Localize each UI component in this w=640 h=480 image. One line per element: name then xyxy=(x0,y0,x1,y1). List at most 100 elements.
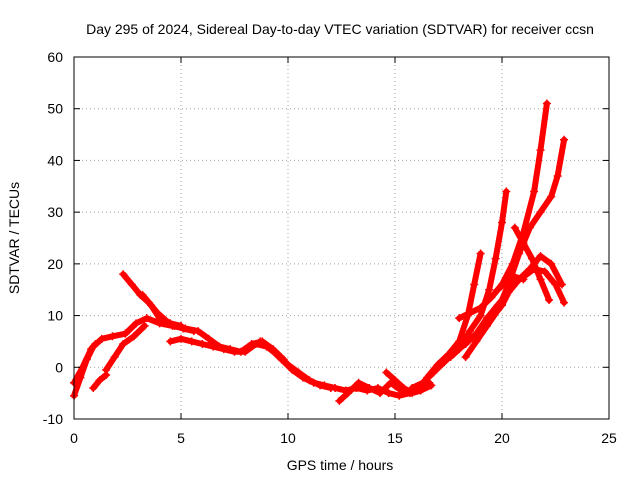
chart-title: Day 295 of 2024, Sidereal Day-to-day VTE… xyxy=(86,21,594,37)
data-point xyxy=(108,332,117,341)
data-point xyxy=(166,337,175,346)
data-point xyxy=(382,368,391,377)
series-arc-early-2 xyxy=(70,340,100,387)
data-point xyxy=(198,340,207,349)
series-arc-early-6 xyxy=(138,290,185,330)
data-point xyxy=(376,389,385,398)
data-point xyxy=(536,146,545,155)
data-point xyxy=(455,314,464,323)
data-point xyxy=(142,314,151,323)
data-point xyxy=(119,270,128,279)
data-point xyxy=(530,187,539,196)
data-point xyxy=(354,378,363,387)
data-point xyxy=(384,389,393,398)
y-tick-label: 50 xyxy=(47,101,63,117)
data-point xyxy=(177,321,185,330)
series-arc-mid-4 xyxy=(382,368,434,398)
data-point xyxy=(97,334,106,343)
data-point xyxy=(147,301,156,310)
data-point xyxy=(515,249,524,258)
data-point xyxy=(91,340,100,349)
data-point xyxy=(525,223,534,232)
data-point xyxy=(309,378,318,387)
y-tick-label: 0 xyxy=(55,359,63,375)
data-point xyxy=(408,383,417,392)
data-point xyxy=(166,319,175,328)
data-point xyxy=(288,365,297,374)
data-point xyxy=(476,311,485,320)
data-point xyxy=(536,252,545,261)
data-point xyxy=(132,319,141,328)
data-point xyxy=(476,303,485,312)
data-point xyxy=(508,280,517,289)
data-point xyxy=(127,280,136,289)
data-point xyxy=(446,352,455,361)
data-point xyxy=(485,285,494,294)
data-point xyxy=(560,135,569,144)
data-point xyxy=(491,254,500,263)
x-tick-label: 0 xyxy=(70,430,78,446)
series-arc-late-7 xyxy=(510,223,554,305)
data-point xyxy=(418,378,427,387)
data-point xyxy=(498,301,506,310)
data-point xyxy=(266,345,275,354)
x-tick-label: 10 xyxy=(280,430,296,446)
data-point xyxy=(493,285,502,294)
data-point xyxy=(465,327,474,336)
y-tick-label: 20 xyxy=(47,256,63,272)
series-band xyxy=(494,273,527,293)
data-point xyxy=(476,249,485,258)
data-point xyxy=(95,376,104,385)
data-point xyxy=(251,340,260,349)
data-point xyxy=(547,259,556,268)
series-arc-late-2 xyxy=(423,249,485,382)
data-point xyxy=(110,352,119,361)
data-point xyxy=(476,327,485,336)
data-point xyxy=(189,327,198,336)
data-point xyxy=(298,373,307,382)
data-point xyxy=(320,381,329,390)
y-tick-label: 30 xyxy=(47,204,63,220)
data-point xyxy=(241,347,250,356)
data-point xyxy=(542,99,551,108)
data-point xyxy=(423,373,432,382)
data-point xyxy=(551,280,560,289)
data-point xyxy=(560,298,569,307)
data-point xyxy=(365,383,374,392)
data-point xyxy=(177,334,185,343)
data-point xyxy=(395,391,404,400)
series-band xyxy=(456,100,550,322)
x-tick-label: 5 xyxy=(177,430,185,446)
axis-ticks: 0 5 10 15 20 25 -10 0 10 20 30 40 50 60 xyxy=(43,49,617,446)
data-point xyxy=(87,345,96,354)
y-tick-label: 10 xyxy=(47,308,63,324)
data-point xyxy=(433,360,442,369)
data-point xyxy=(140,321,149,330)
data-point xyxy=(527,254,536,263)
y-axis-label: SDTVAR / TECUs xyxy=(6,182,22,294)
series-band xyxy=(71,341,99,386)
y-tick-label: 60 xyxy=(47,49,63,65)
data-point xyxy=(498,218,506,227)
data-point xyxy=(129,332,138,341)
x-tick-label: 20 xyxy=(494,430,510,446)
series-arc-mid-3 xyxy=(335,378,406,405)
data-point xyxy=(343,389,352,398)
data-point xyxy=(519,275,528,284)
data-point xyxy=(331,383,340,392)
series-arc-early-3 xyxy=(89,371,111,392)
plot-border xyxy=(73,56,610,420)
data-point xyxy=(487,293,496,302)
data-point xyxy=(102,365,111,374)
data-point xyxy=(519,239,528,248)
data-point xyxy=(391,376,399,385)
series-arc-early-4 xyxy=(102,321,149,374)
x-tick-label: 25 xyxy=(601,430,617,446)
data-point xyxy=(230,347,239,356)
data-point xyxy=(209,342,218,351)
data-point xyxy=(536,275,545,284)
series-band xyxy=(383,369,433,397)
data-point xyxy=(277,355,286,364)
